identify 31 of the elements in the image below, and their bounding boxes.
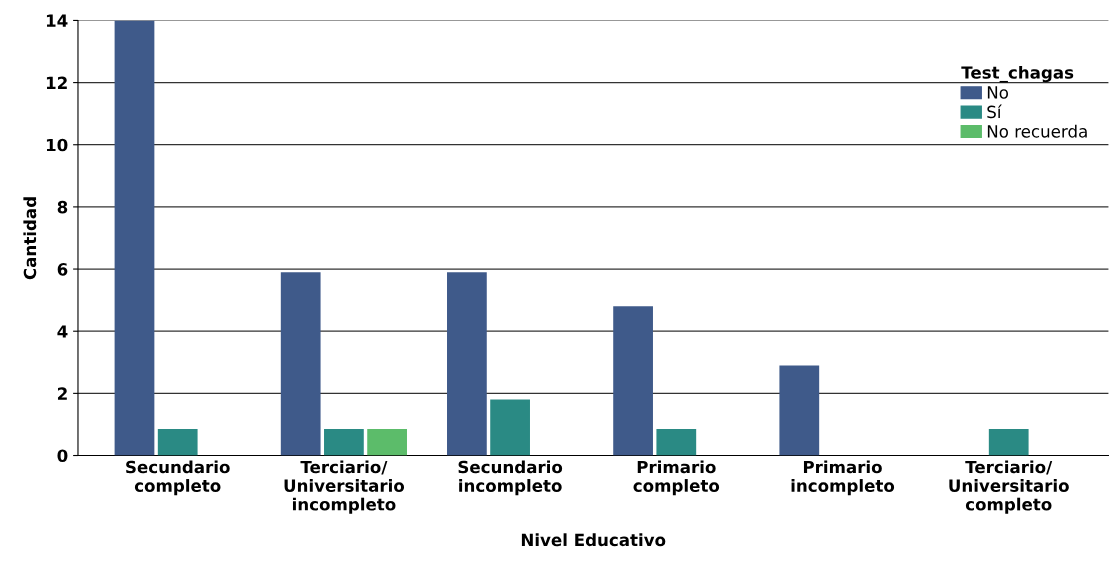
y-tick-label: 12: [46, 76, 67, 89]
legend-label: No: [987, 86, 1008, 99]
y-tick-label: 4: [57, 325, 68, 338]
legend-label: Sí: [987, 104, 1002, 119]
y-tick-label: 2: [57, 387, 67, 400]
legend-title: Test_chagas: [961, 65, 1074, 83]
bar: [447, 272, 487, 456]
x-tick-label: Terciario/ Universitario completo: [949, 460, 1069, 514]
bar: [367, 429, 407, 456]
bar: [490, 399, 530, 456]
y-tick-label: 14: [46, 14, 68, 27]
legend-label: No recuerda: [987, 124, 1087, 138]
y-tick-label: 0: [57, 449, 68, 463]
x-tick-label: Secundario incompleto: [458, 460, 563, 496]
bar: [324, 429, 364, 456]
bar: [157, 429, 198, 456]
x-tick-label: Secundario completo: [126, 460, 230, 496]
bar: [656, 429, 697, 456]
bar: [114, 20, 155, 456]
bar: [779, 365, 820, 456]
bar: [280, 272, 321, 456]
bar: [988, 429, 1029, 456]
y-tick-label: 8: [57, 200, 68, 214]
y-tick-label: 6: [57, 263, 68, 276]
x-tick-label: Primario incompleto: [791, 460, 895, 496]
y-tick-label: 10: [46, 138, 68, 152]
y-axis-title: Cantidad: [23, 197, 37, 280]
x-tick-label: Terciario/ Universitario incompleto: [284, 460, 405, 514]
x-axis-title: Nivel Educativo: [521, 533, 666, 547]
bar: [613, 306, 653, 456]
x-tick-label: Primario completo: [633, 460, 720, 496]
